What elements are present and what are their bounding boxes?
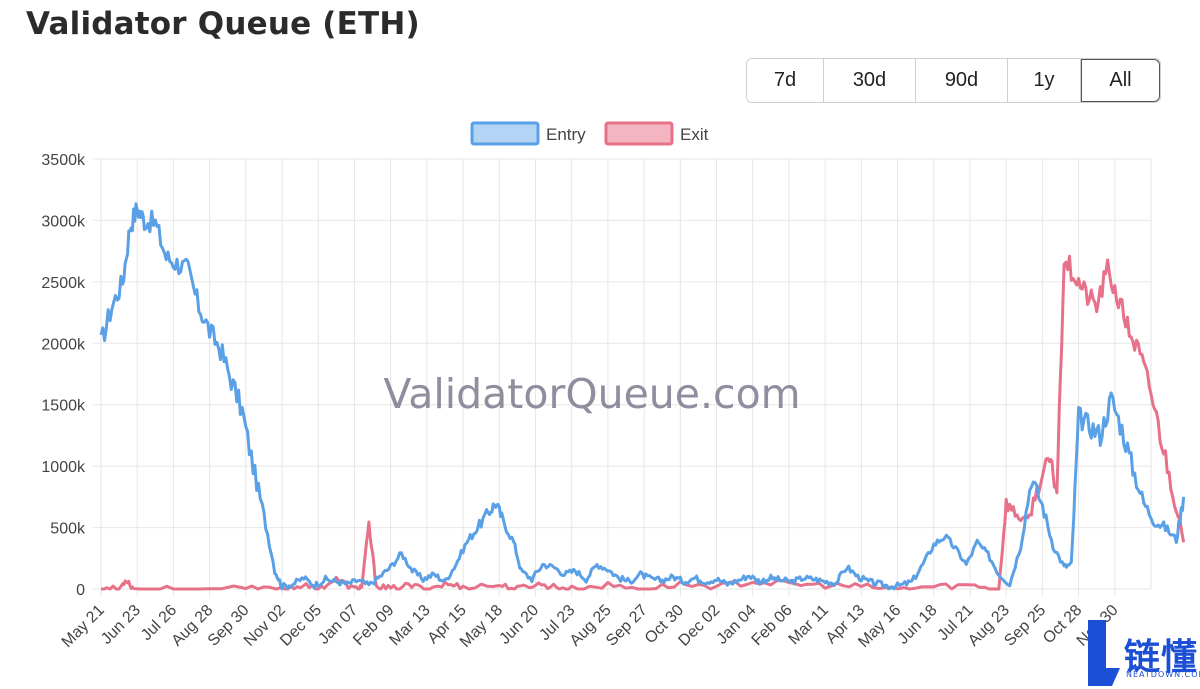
legend-exit-swatch[interactable] — [604, 121, 674, 146]
series-entry-line — [99, 202, 1186, 591]
y-tick-label: 0 — [76, 582, 85, 599]
legend-exit-label[interactable]: Exit — [680, 125, 709, 144]
legend-entry-swatch[interactable] — [470, 121, 540, 146]
range-7d-button[interactable]: 7d — [747, 59, 824, 102]
y-tick-label: 3000k — [41, 213, 86, 230]
chart-series — [99, 202, 1186, 591]
range-30d-button[interactable]: 30d — [824, 59, 916, 102]
y-tick-label: 1000k — [41, 459, 86, 476]
watermark: ValidatorQueue.com — [383, 370, 800, 418]
y-tick-label: 500k — [50, 521, 86, 538]
range-1y-button[interactable]: 1y — [1008, 59, 1081, 102]
chart-legend[interactable]: Entry Exit — [470, 121, 709, 146]
range-all-button[interactable]: All — [1081, 59, 1160, 102]
y-tick-label: 1500k — [41, 398, 86, 415]
x-tick-label: Mar 13 — [386, 602, 433, 649]
brand-logo — [1088, 620, 1120, 686]
legend-entry-label[interactable]: Entry — [546, 125, 586, 144]
chart-grid — [93, 158, 1152, 597]
x-tick-label: Feb 06 — [749, 602, 796, 649]
x-tick-label: Dec 05 — [277, 602, 325, 650]
x-tick-label: Mar 11 — [786, 602, 832, 648]
range-selector: 7d 30d 90d 1y All — [746, 58, 1161, 103]
y-tick-label: 3500k — [41, 152, 86, 169]
x-tick-label: Dec 02 — [675, 602, 723, 650]
x-tick-label: Jun 18 — [895, 602, 941, 648]
brand-mark-icon — [1088, 620, 1120, 686]
brand-sub: NEATDOWN.COM — [1126, 670, 1200, 679]
page-title: Validator Queue (ETH) — [26, 6, 420, 42]
y-axis-ticks: 0 500k 1000k 1500k 2000k 2500k 3000k 3500k — [41, 152, 86, 599]
x-tick-label: Jun 23 — [98, 602, 144, 648]
y-tick-label: 2000k — [41, 336, 86, 353]
x-tick-label: Sep 27 — [603, 602, 651, 650]
x-tick-label: Jun 20 — [496, 602, 542, 648]
brand-name: 链懂 — [1124, 637, 1199, 678]
y-tick-label: 2500k — [41, 275, 86, 292]
range-90d-button[interactable]: 90d — [916, 59, 1008, 102]
x-tick-label: Sep 25 — [1001, 602, 1049, 650]
x-tick-label: May 21 — [59, 602, 108, 651]
